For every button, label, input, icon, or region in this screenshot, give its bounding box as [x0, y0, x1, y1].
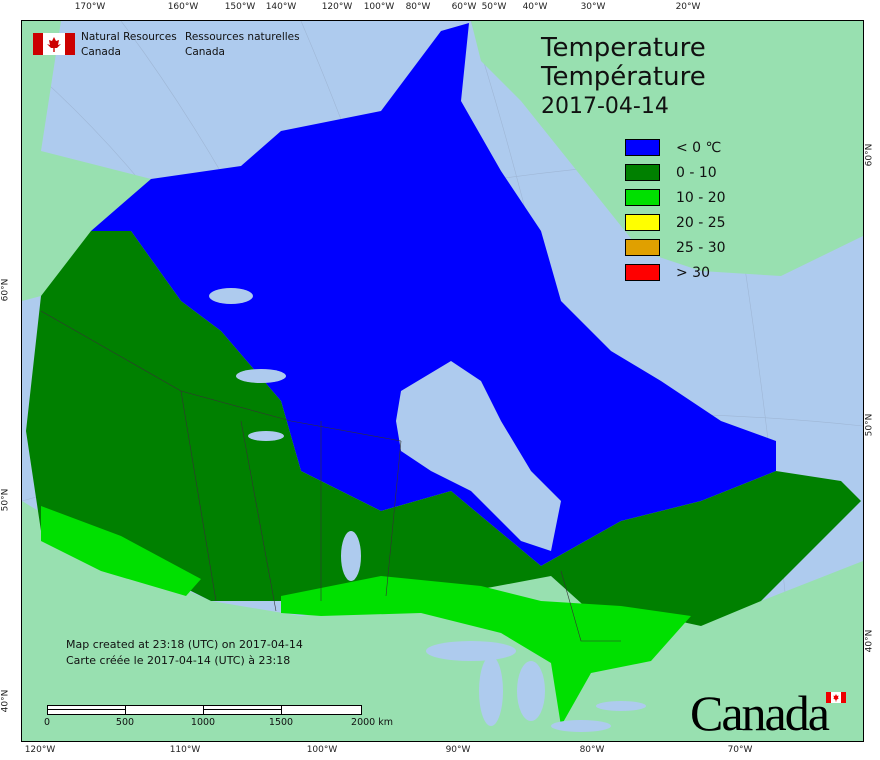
axis-label: 120°W	[24, 745, 56, 755]
legend-swatch	[625, 264, 660, 281]
province-borders	[40, 310, 621, 642]
axis-label: 30°W	[580, 2, 606, 12]
axis-label: 120°W	[321, 2, 353, 12]
legend-item: 0 - 10	[625, 160, 726, 185]
axis-label: 100°W	[306, 745, 338, 755]
canada-wordmark: Canada	[690, 685, 830, 741]
hudson-bay	[396, 361, 561, 551]
legend-label: < 0 ℃	[676, 139, 722, 156]
axis-label: 90°W	[445, 745, 471, 755]
legend-swatch	[625, 214, 660, 231]
axis-label: 110°W	[169, 745, 201, 755]
axis-label: 60°W	[451, 2, 477, 12]
region-10-20-west	[41, 506, 201, 596]
legend-label: 20 - 25	[676, 214, 726, 231]
scale-bar	[47, 705, 362, 715]
region-below-0	[91, 23, 776, 566]
alaska-land	[22, 21, 151, 301]
legend: < 0 ℃ 0 - 10 10 - 20 20 - 25 25 - 30 > 30	[625, 135, 726, 285]
temperature-map	[22, 21, 863, 741]
legend-swatch	[625, 164, 660, 181]
axis-label: 170°W	[74, 2, 106, 12]
axis-label: 50°N	[0, 488, 11, 512]
legend-swatch	[625, 139, 660, 156]
axis-label: 40°N	[0, 689, 11, 713]
scale-label: 1500	[268, 717, 294, 728]
axis-label: 50°W	[481, 2, 507, 12]
legend-swatch	[625, 189, 660, 206]
legend-label: 0 - 10	[676, 164, 717, 181]
org-fr-line2: Canada	[185, 46, 225, 58]
wordmark-flag-icon	[826, 692, 846, 703]
title-french: Température	[541, 62, 706, 92]
scale-label: 2000 km	[351, 717, 393, 728]
credits-english: Map created at 23:18 (UTC) on 2017-04-14	[66, 638, 303, 651]
axis-label: 60°N	[864, 143, 875, 167]
legend-swatch	[625, 239, 660, 256]
great-lakes	[209, 288, 646, 732]
legend-item: 10 - 20	[625, 185, 726, 210]
canada-flag-icon	[33, 33, 75, 55]
org-en-line1: Natural Resources	[81, 31, 177, 43]
greenland-land	[471, 21, 863, 276]
axis-label: 60°N	[0, 278, 11, 302]
map-frame	[21, 20, 864, 742]
credits-french: Carte créée le 2017-04-14 (UTC) à 23:18	[66, 654, 291, 667]
scale-label: 1000	[190, 717, 216, 728]
usa-land	[22, 501, 863, 741]
axis-label: 20°W	[675, 2, 701, 12]
legend-label: 10 - 20	[676, 189, 726, 206]
title-english: Temperature	[541, 33, 706, 63]
axis-label: 40°W	[522, 2, 548, 12]
region-10-20	[281, 576, 691, 726]
org-name-french: Ressources naturelles Canada	[185, 30, 300, 60]
legend-item: 20 - 25	[625, 210, 726, 235]
axis-label: 40°N	[864, 629, 875, 653]
org-name-english: Natural Resources Canada	[81, 30, 177, 60]
axis-label: 140°W	[265, 2, 297, 12]
map-title: Temperature Température	[541, 34, 706, 92]
scale-label: 500	[115, 717, 135, 728]
scale-label: 0	[43, 717, 51, 728]
region-0-10	[26, 231, 861, 626]
org-fr-line1: Ressources naturelles	[185, 31, 300, 43]
axis-label: 80°W	[405, 2, 431, 12]
org-en-line2: Canada	[81, 46, 121, 58]
credits: Map created at 23:18 (UTC) on 2017-04-14…	[66, 637, 303, 669]
legend-label: > 30	[676, 264, 710, 281]
axis-label: 160°W	[167, 2, 199, 12]
map-date: 2017-04-14	[541, 94, 669, 119]
axis-label: 50°N	[864, 413, 875, 437]
legend-item: > 30	[625, 260, 726, 285]
axis-label: 70°W	[727, 745, 753, 755]
axis-label: 80°W	[579, 745, 605, 755]
axis-label: 150°W	[224, 2, 256, 12]
axis-label: 100°W	[363, 2, 395, 12]
legend-item: < 0 ℃	[625, 135, 726, 160]
legend-label: 25 - 30	[676, 239, 726, 256]
legend-item: 25 - 30	[625, 235, 726, 260]
